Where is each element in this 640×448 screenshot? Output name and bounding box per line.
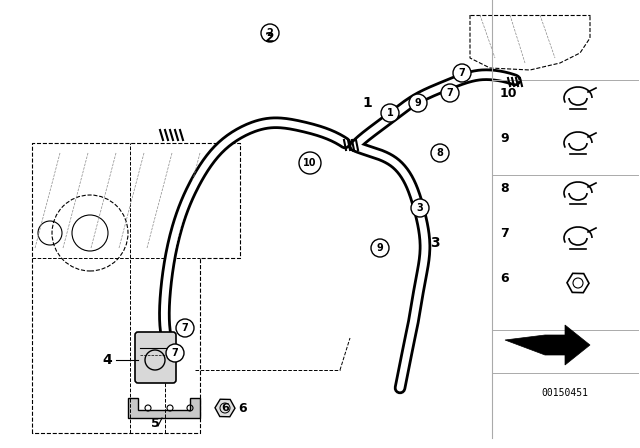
Polygon shape <box>128 398 200 418</box>
Text: 8: 8 <box>436 148 444 158</box>
Text: 3: 3 <box>417 203 424 213</box>
Text: 00150451: 00150451 <box>541 388 589 398</box>
Text: 5: 5 <box>150 417 159 430</box>
Text: 7: 7 <box>172 348 179 358</box>
Text: 9: 9 <box>376 243 383 253</box>
Text: 6: 6 <box>500 271 509 284</box>
Text: 3: 3 <box>430 236 440 250</box>
Text: 2: 2 <box>267 28 273 38</box>
Text: 10: 10 <box>303 158 317 168</box>
Text: 6: 6 <box>221 403 229 413</box>
Text: 8: 8 <box>500 181 509 194</box>
Text: 1: 1 <box>387 108 394 118</box>
Text: 7: 7 <box>182 323 188 333</box>
Text: 7: 7 <box>447 88 453 98</box>
Text: 6: 6 <box>238 401 246 414</box>
Text: 9: 9 <box>415 98 421 108</box>
Circle shape <box>166 344 184 362</box>
Text: 4: 4 <box>102 353 112 367</box>
Circle shape <box>381 104 399 122</box>
Circle shape <box>299 152 321 174</box>
Circle shape <box>409 94 427 112</box>
Text: 2: 2 <box>265 31 275 45</box>
Circle shape <box>453 64 471 82</box>
Text: 7: 7 <box>500 227 509 240</box>
Text: 1: 1 <box>362 96 372 110</box>
FancyBboxPatch shape <box>135 332 176 383</box>
Circle shape <box>441 84 459 102</box>
Circle shape <box>261 24 279 42</box>
Circle shape <box>176 319 194 337</box>
Circle shape <box>431 144 449 162</box>
Text: 7: 7 <box>459 68 465 78</box>
Circle shape <box>371 239 389 257</box>
Polygon shape <box>505 325 590 365</box>
Circle shape <box>411 199 429 217</box>
Text: 10: 10 <box>500 86 518 99</box>
Text: 9: 9 <box>500 132 509 145</box>
